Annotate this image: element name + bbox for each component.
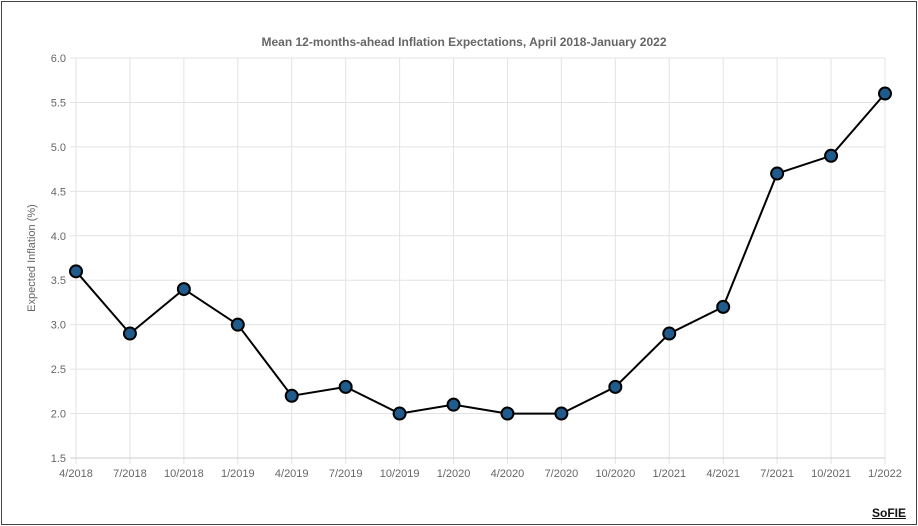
chart-title: Mean 12-months-ahead Inflation Expectati… xyxy=(261,35,666,49)
series-line xyxy=(75,92,886,415)
data-point xyxy=(284,388,299,403)
data-point xyxy=(446,397,461,412)
x-tick-label: 4/2019 xyxy=(275,468,309,480)
y-tick-label: 5.0 xyxy=(51,142,66,154)
x-tick-label: 10/2019 xyxy=(380,468,420,480)
x-axis-ticks: 4/2018 7/2018 10/2018 1/2019 4/2019 7/2019 10/… xyxy=(59,468,902,480)
x-tick-label: 4/2018 xyxy=(59,468,93,480)
y-axis-label: Expected Inflation (%) xyxy=(26,204,38,312)
y-tick-label: 1.5 xyxy=(51,453,66,465)
y-tick-label: 2.5 xyxy=(51,364,66,376)
y-tick-label: 4.5 xyxy=(51,186,66,198)
x-tick-label: 10/2018 xyxy=(164,468,204,480)
sofie-logo: SoFIE xyxy=(871,506,906,520)
y-tick-label: 4.0 xyxy=(51,231,66,243)
y-tick-label: 3.0 xyxy=(51,320,66,332)
x-tick-label: 7/2018 xyxy=(113,468,147,480)
data-point xyxy=(338,379,353,394)
y-axis-ticks: 1.5 2.0 2.5 3.0 3.5 4.0 4.5 5.0 5.5 6.0 xyxy=(51,53,66,465)
data-point xyxy=(122,326,137,341)
x-tick-label: 1/2021 xyxy=(652,468,686,480)
data-point xyxy=(716,299,731,314)
data-point xyxy=(69,264,83,279)
data-point xyxy=(392,406,407,421)
data-point xyxy=(500,406,515,421)
x-tick-label: 1/2022 xyxy=(868,468,902,480)
x-tick-label: 7/2019 xyxy=(329,468,363,480)
data-point xyxy=(230,317,245,332)
data-point xyxy=(608,379,623,394)
data-point xyxy=(770,166,785,181)
data-point xyxy=(662,326,677,341)
y-tick-label: 2.0 xyxy=(51,409,66,421)
y-tick-label: 5.5 xyxy=(51,97,66,109)
x-tick-label: 1/2019 xyxy=(221,468,255,480)
y-tick-label: 6.0 xyxy=(51,53,66,65)
data-points xyxy=(69,86,892,421)
data-point xyxy=(554,406,569,421)
x-tick-label: 1/2020 xyxy=(437,468,471,480)
x-tick-label: 4/2020 xyxy=(491,468,525,480)
x-tick-label: 10/2020 xyxy=(595,468,635,480)
x-tick-label: 7/2020 xyxy=(545,468,579,480)
y-tick-label: 3.5 xyxy=(51,275,66,287)
x-tick-label: 10/2021 xyxy=(811,468,851,480)
data-point xyxy=(878,86,892,101)
data-point xyxy=(824,148,839,163)
grid xyxy=(70,57,886,464)
x-tick-label: 4/2021 xyxy=(706,468,740,480)
x-tick-label: 7/2021 xyxy=(760,468,794,480)
data-point xyxy=(176,282,191,297)
